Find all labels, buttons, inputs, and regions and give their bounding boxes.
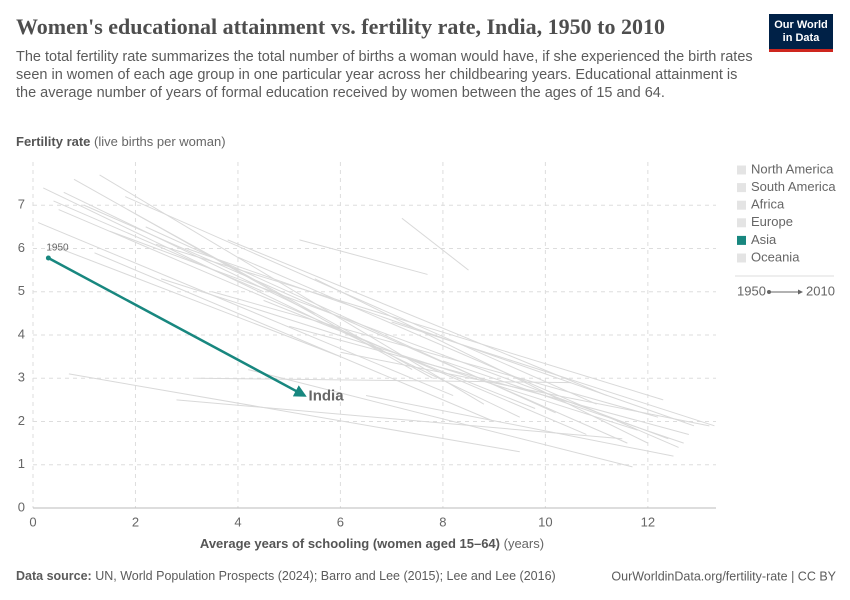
- legend-swatch: [737, 165, 746, 175]
- time-legend-end: 2010: [806, 283, 835, 298]
- background-line: [94, 252, 495, 422]
- background-line: [391, 321, 715, 427]
- legend-swatch: [737, 235, 746, 245]
- background-line: [84, 204, 628, 444]
- background-line: [442, 360, 684, 444]
- chart-title: Women's educational attainment vs. ferti…: [16, 14, 665, 39]
- background-line: [43, 187, 520, 418]
- x-tick-label: 6: [337, 514, 344, 529]
- legend-item[interactable]: South America: [737, 179, 836, 194]
- legend-label: Africa: [751, 197, 785, 212]
- legend-swatch: [737, 253, 746, 263]
- background-line: [73, 178, 413, 371]
- source: Data source: UN, World Population Prospe…: [16, 569, 556, 583]
- background-line: [314, 278, 649, 444]
- y-axis-label: Fertility rate (live births per woman): [16, 134, 226, 149]
- legend-label: North America: [751, 161, 834, 176]
- background-line: [365, 395, 674, 457]
- legend-item[interactable]: Asia: [737, 232, 777, 247]
- background-line: [176, 399, 623, 440]
- series-label: India: [309, 388, 345, 405]
- background-line: [299, 239, 428, 275]
- y-tick-label: 1: [18, 456, 25, 471]
- background-line: [58, 209, 587, 435]
- x-axis-label: Average years of schooling (women aged 1…: [200, 536, 544, 551]
- background-line: [289, 325, 689, 435]
- start-point: [45, 255, 51, 261]
- legend-item[interactable]: Africa: [737, 197, 785, 212]
- y-tick-label: 2: [18, 413, 25, 428]
- legend-item[interactable]: Europe: [737, 214, 793, 229]
- series-line: [47, 256, 307, 397]
- legend-label: Asia: [751, 232, 777, 247]
- x-tick-label: 8: [439, 514, 446, 529]
- background-line: [37, 222, 454, 397]
- legend-label: South America: [751, 179, 836, 194]
- x-tick-label: 12: [641, 514, 655, 529]
- y-axis-unit: (live births per woman): [94, 134, 226, 149]
- legend-swatch: [737, 200, 746, 210]
- chart-subtitle: The total fertility rate summarizes the …: [16, 49, 753, 101]
- url[interactable]: OurWorldinData.org/fertility-rate | CC B…: [611, 569, 836, 583]
- background-line: [196, 377, 572, 384]
- source-label: Data source:: [16, 569, 92, 583]
- x-tick-label: 10: [538, 514, 552, 529]
- background-line: [248, 369, 633, 468]
- y-tick-label: 6: [18, 240, 25, 255]
- background-line: [237, 256, 679, 448]
- background-line: [401, 217, 469, 271]
- start-label: 1950: [46, 243, 69, 254]
- background-line: [263, 299, 536, 409]
- legend-label: Oceania: [751, 249, 800, 264]
- legend-item[interactable]: North America: [737, 161, 834, 176]
- y-tick-label: 5: [18, 283, 25, 298]
- logo[interactable]: Our World in Data: [769, 14, 833, 52]
- y-tick-label: 4: [18, 326, 25, 341]
- x-tick-label: 4: [234, 514, 241, 529]
- legend-swatch: [737, 183, 746, 193]
- background-line: [212, 291, 659, 418]
- time-legend-start: 1950: [737, 283, 766, 298]
- background-line: [53, 200, 264, 293]
- x-tick-label: 2: [132, 514, 139, 529]
- source-text: UN, World Population Prospects (2024); B…: [95, 569, 555, 583]
- legend-label: Europe: [751, 214, 793, 229]
- x-tick-label: 0: [29, 514, 36, 529]
- y-tick-label: 0: [18, 499, 25, 514]
- legend-item[interactable]: Oceania: [737, 249, 800, 264]
- background-line: [99, 174, 485, 405]
- legend-swatch: [737, 218, 746, 228]
- background-line: [135, 213, 433, 379]
- background-line: [227, 239, 608, 397]
- background-line: [125, 196, 597, 405]
- background-line: [63, 191, 316, 314]
- x-axis-unit: (years): [504, 536, 544, 551]
- background-line: [155, 243, 664, 401]
- x-axis-title: Average years of schooling (women aged 1…: [200, 536, 500, 551]
- time-legend-dot: [767, 290, 771, 294]
- y-axis-title: Fertility rate: [16, 134, 90, 149]
- y-tick-label: 7: [18, 197, 25, 212]
- background-line: [68, 373, 520, 453]
- background-line: [48, 243, 341, 358]
- y-tick-label: 3: [18, 370, 25, 385]
